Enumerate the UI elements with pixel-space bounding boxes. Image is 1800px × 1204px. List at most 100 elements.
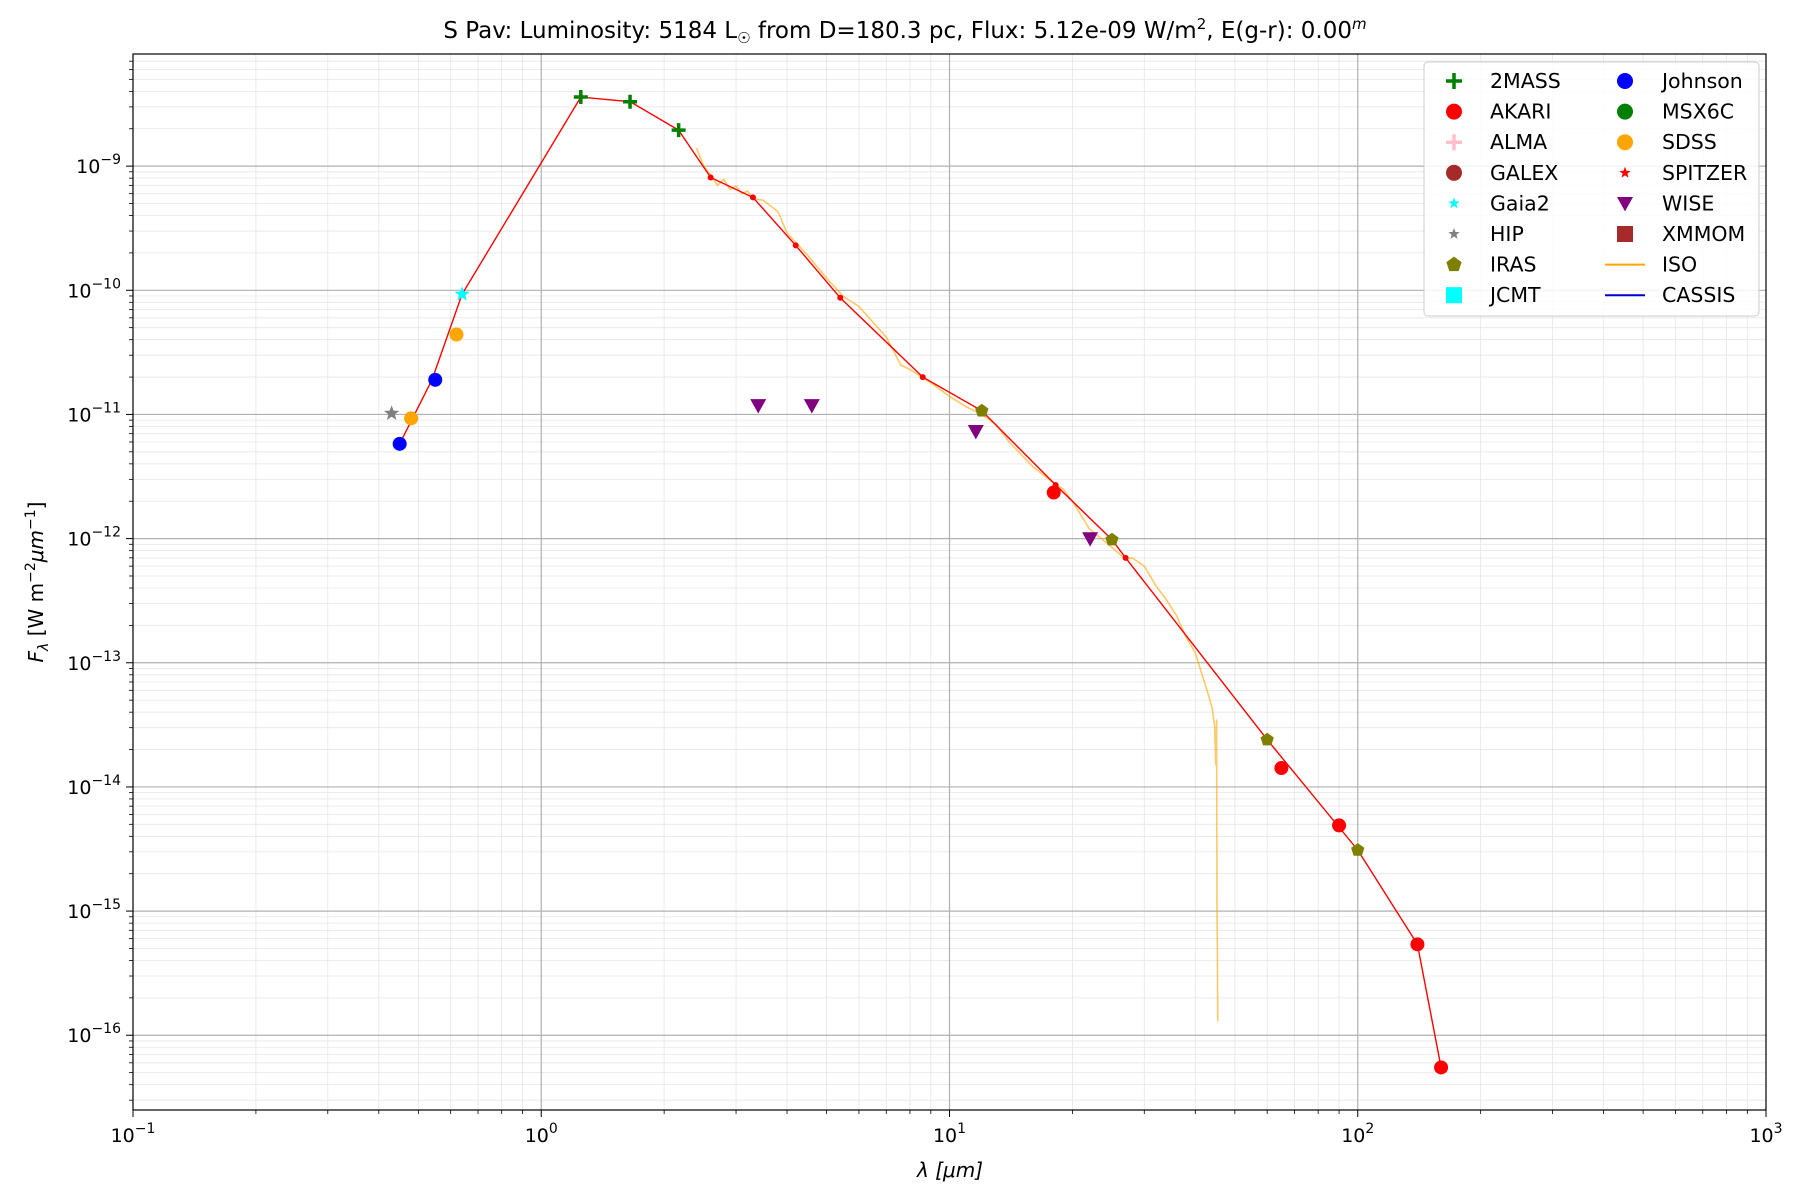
y-axis-label: Fλ [W m−2μm−1] [23, 502, 52, 663]
model-fit-dot [1122, 554, 1129, 561]
x-tick-exponent: 1 [957, 1121, 966, 1137]
wise-point [967, 425, 984, 440]
data-layer [384, 90, 1449, 1075]
legend-label-iso: ISO [1662, 253, 1697, 277]
legend-label-jcmt: JCMT [1488, 283, 1541, 307]
y-tick-exponent: −14 [91, 773, 121, 789]
y-tick-label: 10−10 [67, 276, 121, 302]
legend-marker-xmmom [1617, 226, 1633, 242]
akari-point [1046, 485, 1061, 500]
x-tick-base: 10 [525, 1125, 549, 1147]
x-tick-exponent: 0 [549, 1121, 558, 1137]
chart-title: S Pav: Luminosity: 5184 L☉ from D=180.3 … [443, 15, 1366, 47]
y-tick-exponent: −13 [91, 649, 121, 665]
legend-marker-2mass [1446, 73, 1462, 89]
major-gridlines [133, 54, 1766, 1110]
legend-marker-gaia2 [1448, 197, 1460, 209]
2mass-point [623, 94, 638, 109]
x-tick-label: 10−1 [111, 1121, 156, 1147]
iras-point [1105, 532, 1119, 546]
y-tick-label: 10−13 [67, 649, 121, 675]
legend: 2MASS AKARI ALMA GALEX Gaia2 HIP IRAS JCMT Johns… [1423, 61, 1760, 317]
y-tick-base: 10 [67, 280, 91, 302]
x-tick-base: 10 [933, 1125, 957, 1147]
x-tick-base: 10 [111, 1125, 135, 1147]
legend-label-alma: ALMA [1490, 130, 1547, 154]
legend-label-spitzer: SPITZER [1662, 161, 1747, 185]
legend-marker-galex [1446, 164, 1462, 181]
iras-point [975, 403, 989, 417]
legend-label-msx6c: MSX6C [1662, 100, 1734, 124]
gaia2-point [454, 286, 470, 301]
akari-point [1434, 1060, 1449, 1075]
y-tick-exponent: −11 [91, 400, 121, 416]
x-tick-label: 103 [1749, 1121, 1782, 1147]
legend-marker-jcmt [1446, 287, 1462, 304]
wise-point [1082, 532, 1099, 547]
model-fit-dot [792, 242, 799, 249]
legend-label-iras: IRAS [1490, 253, 1537, 277]
model-fit-dot [919, 374, 926, 381]
y-tick-base: 10 [67, 529, 91, 551]
wise-point [750, 399, 767, 414]
iras-point [1351, 843, 1365, 856]
legend-label-sdss: SDSS [1662, 130, 1717, 154]
iso-spectrum-line [695, 147, 1219, 1022]
y-tick-label: 10−14 [67, 773, 121, 799]
legend-marker-johnson [1617, 73, 1633, 89]
iras-point [1260, 732, 1274, 746]
model-fit-dot [749, 194, 756, 201]
johnson-point [392, 436, 407, 451]
x-axis-label: λ [μm] [916, 1158, 983, 1182]
y-tick-exponent: −9 [100, 152, 121, 168]
sdss-point [449, 327, 464, 342]
sdss-point [404, 411, 419, 426]
y-tick-base: 10 [67, 777, 91, 799]
y-tick-exponent: −12 [91, 525, 121, 541]
legend-marker-hip [1448, 228, 1460, 239]
akari-point [1332, 818, 1347, 833]
legend-label-xmmom: XMMOM [1662, 222, 1745, 246]
legend-label-gaia2: Gaia2 [1490, 191, 1550, 215]
akari-point [1410, 937, 1425, 952]
y-tick-label: 10−16 [67, 1021, 121, 1047]
legend-label-akari: AKARI [1490, 100, 1551, 124]
y-tick-label: 10−15 [67, 897, 121, 923]
y-tick-label: 10−9 [76, 152, 121, 178]
legend-box [1423, 61, 1760, 317]
wise-point [803, 399, 820, 414]
legend-marker-wise [1617, 197, 1633, 212]
plot-area [384, 90, 1449, 1075]
2mass-point [671, 123, 686, 138]
legend-marker-iras [1446, 256, 1462, 272]
legend-label-wise: WISE [1662, 191, 1714, 215]
x-tick-exponent: 3 [1774, 1121, 1783, 1137]
x-tick-exponent: −1 [135, 1121, 156, 1137]
legend-label-cassis: CASSIS [1662, 283, 1735, 307]
legend-marker-akari [1446, 103, 1462, 120]
model-fit-dot [837, 294, 844, 301]
legend-marker-spitzer [1619, 166, 1631, 178]
y-tick-exponent: −16 [91, 1021, 121, 1037]
legend-label-johnson: Johnson [1660, 69, 1743, 93]
2mass-point [573, 90, 588, 105]
legend-marker-alma [1446, 134, 1462, 151]
x-tick-label: 102 [1341, 1121, 1374, 1147]
y-tick-label: 10−12 [67, 525, 121, 551]
y-tick-label: 10−11 [67, 400, 121, 426]
legend-label-galex: GALEX [1490, 161, 1558, 185]
x-tick-label: 100 [525, 1121, 558, 1147]
legend-label-2mass: 2MASS [1490, 69, 1561, 93]
y-tick-base: 10 [67, 1025, 91, 1047]
x-tick-exponent: 2 [1365, 1121, 1374, 1137]
hip-point [384, 405, 400, 420]
x-tick-base: 10 [1749, 1125, 1773, 1147]
johnson-point [428, 372, 443, 387]
y-tick-base: 10 [67, 404, 91, 426]
legend-label-hip: HIP [1490, 222, 1524, 246]
model-fit-dot [707, 174, 714, 181]
x-axis-ticks: 10−1 100 101 102 103 [111, 1110, 1783, 1147]
y-tick-exponent: −10 [91, 276, 121, 292]
